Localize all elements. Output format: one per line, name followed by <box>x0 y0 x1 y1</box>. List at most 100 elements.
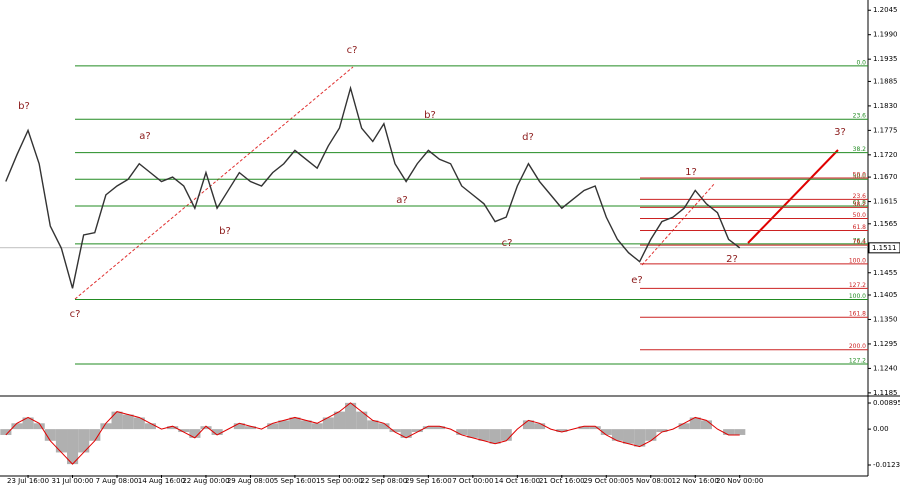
fib-label: 61.8 <box>853 200 867 207</box>
oscillator-bar <box>78 429 90 453</box>
x-tick-label: 20 Nov 00:00 <box>716 477 763 485</box>
oscillator-bar <box>534 423 546 430</box>
y2-tick-label: 0.00 <box>873 425 889 433</box>
oscillator-bar <box>55 429 67 453</box>
x-tick-label: 12 Nov 16:00 <box>672 477 719 485</box>
wave-label: 1? <box>685 167 697 178</box>
y-tick-label: 1.2045 <box>873 6 898 14</box>
fib-label: 76.4 <box>853 239 867 246</box>
oscillator-bar <box>467 429 479 438</box>
oscillator-bar <box>478 429 490 441</box>
y-tick-label: 1.1670 <box>873 173 898 181</box>
x-tick-label: 14 Oct 16:00 <box>494 477 540 485</box>
oscillator-bar <box>378 423 390 430</box>
oscillator-bar <box>522 420 535 430</box>
oscillator-bar <box>233 423 245 430</box>
fib-label: 38.2 <box>853 146 867 153</box>
oscillator-bar <box>111 411 123 430</box>
y-tick-label: 1.1295 <box>873 340 898 348</box>
x-tick-label: 23 Jul 16:00 <box>7 477 49 485</box>
oscillator-bar <box>11 423 23 430</box>
fib-label: 161.8 <box>849 311 866 318</box>
x-tick-label: 29 Sep 16:00 <box>405 477 452 485</box>
oscillator-bar <box>333 411 345 430</box>
wave-label: b? <box>18 101 30 112</box>
oscillator-bar <box>311 423 323 430</box>
wave-label: c? <box>347 45 358 56</box>
wave-label: a? <box>396 195 407 206</box>
wave-label: c? <box>70 309 81 320</box>
x-tick-label: 15 Sep 00:00 <box>316 477 363 485</box>
trend-line <box>74 66 354 300</box>
oscillator-bar <box>634 429 646 447</box>
x-tick-label: 5 Sep 16:00 <box>274 477 316 485</box>
fib-label: 100.0 <box>849 293 866 300</box>
fib-label: 50.0 <box>853 173 867 180</box>
oscillator-bar <box>734 429 746 435</box>
fib-label: 200.0 <box>849 343 866 350</box>
y-tick-label: 1.1185 <box>873 389 898 397</box>
x-tick-label: 21 Oct 16:00 <box>539 477 585 485</box>
oscillator-bar <box>345 402 357 430</box>
oscillator-bar <box>22 417 34 430</box>
fib-label: 50.0 <box>853 171 867 178</box>
y-tick-label: 1.1990 <box>873 31 898 39</box>
fib-label: 0.0 <box>856 59 866 66</box>
oscillator-bar <box>122 414 134 430</box>
oscillator-bar <box>400 429 412 438</box>
oscillator-bar <box>556 429 568 433</box>
x-tick-label: 22 Aug 00:00 <box>182 477 229 485</box>
x-tick-label: 29 Aug 08:00 <box>227 477 274 485</box>
y-tick-label: 1.1615 <box>873 198 898 206</box>
wave-label: 3? <box>834 127 846 138</box>
x-tick-label: 7 Oct 00:00 <box>452 477 493 485</box>
wave-label: b? <box>219 226 231 237</box>
y-tick-label: 1.1240 <box>873 364 898 372</box>
oscillator-bar <box>300 420 312 430</box>
x-tick-label: 14 Aug 16:00 <box>138 477 185 485</box>
oscillator-bar <box>167 426 179 430</box>
oscillator-bar <box>189 429 201 438</box>
oscillator-bar <box>600 429 612 435</box>
oscillator-bar <box>133 417 145 430</box>
fib-label: 38.2 <box>853 201 867 208</box>
fib-label: 23.6 <box>853 113 867 120</box>
oscillator-bar <box>389 429 401 433</box>
fib-label: 76.4 <box>853 237 867 244</box>
oscillator-bar <box>700 420 712 430</box>
y-tick-label: 1.1720 <box>873 151 898 159</box>
wave-label: a? <box>139 131 150 142</box>
fib-label: 50.0 <box>853 212 867 219</box>
x-tick-label: 22 Sep 08:00 <box>361 477 408 485</box>
oscillator-bar <box>89 429 101 441</box>
oscillator-bar <box>422 426 434 430</box>
oscillator-bar <box>611 429 623 441</box>
current-price-label: 1.1511 <box>872 244 897 252</box>
y2-tick-label: -0.0123 <box>873 461 900 469</box>
oscillator-bar <box>67 429 79 465</box>
y-tick-label: 1.1455 <box>873 269 898 277</box>
oscillator-bar <box>178 429 190 433</box>
oscillator-bar <box>244 426 257 430</box>
fib-label: 100.0 <box>849 257 866 264</box>
oscillator-bar <box>44 429 56 441</box>
oscillator-bar <box>589 426 601 430</box>
oscillator-bar <box>456 429 468 435</box>
fib-label: 127.2 <box>849 357 866 364</box>
fib-label: 127.2 <box>849 282 866 289</box>
oscillator-bar <box>623 429 635 444</box>
y-tick-label: 1.1775 <box>873 126 898 134</box>
oscillator-bar <box>278 420 290 430</box>
oscillator-bar <box>211 429 223 435</box>
oscillator-bar <box>289 417 301 430</box>
trend-line <box>641 182 716 266</box>
oscillator-bar <box>578 426 590 430</box>
oscillator-bar <box>200 426 212 430</box>
oscillator-bar <box>267 423 279 430</box>
y-tick-label: 1.1405 <box>873 291 898 299</box>
fib-label: 61.8 <box>853 224 867 231</box>
oscillator-bar <box>723 429 735 435</box>
oscillator-bar <box>0 429 12 435</box>
y2-tick-label: 0.00895 <box>873 399 900 407</box>
